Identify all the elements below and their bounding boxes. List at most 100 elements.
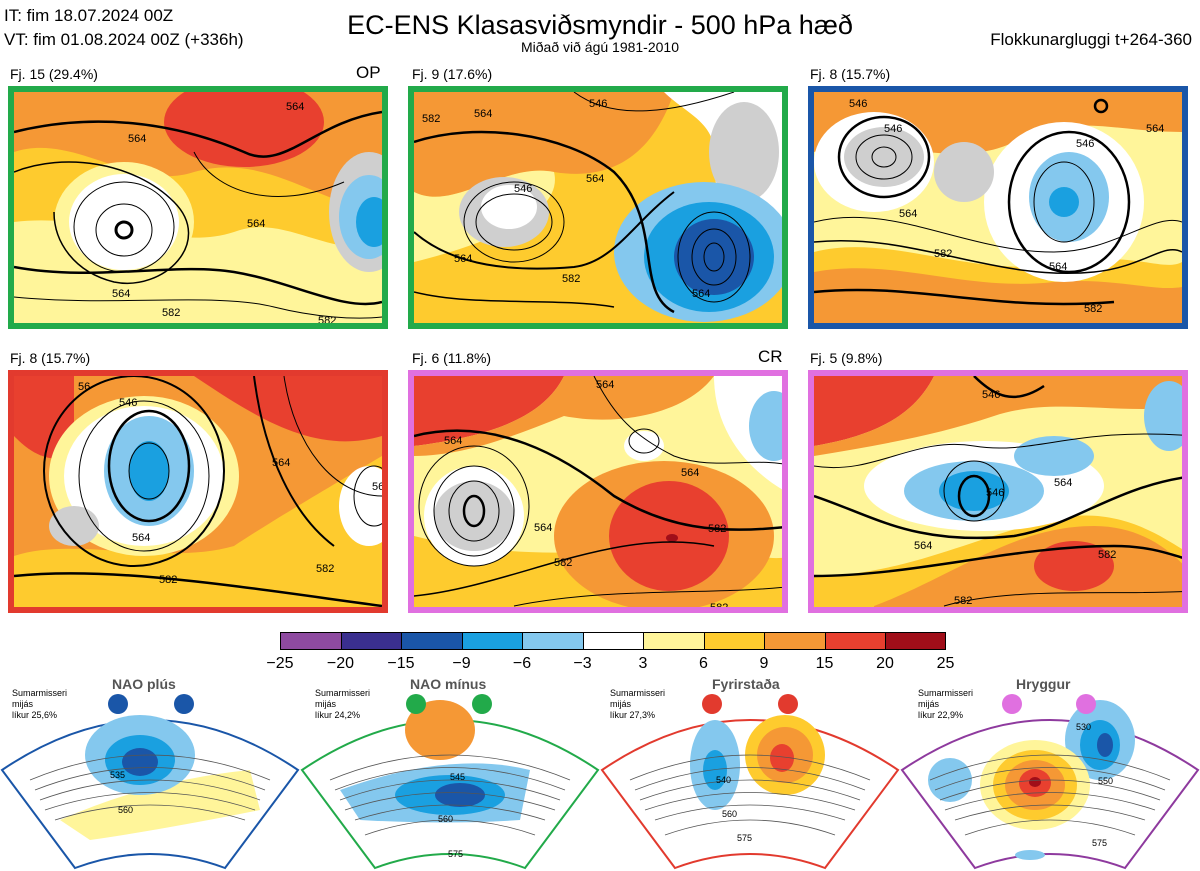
regime-prob: líkur 22,9% [918,710,964,720]
contour-label: 582 [422,113,440,125]
contour-label: 546 [1076,138,1094,150]
colorbar-swatch [703,632,764,650]
regime-season: Sumarmisseri [918,688,974,698]
contour-label: 582 [1084,303,1102,315]
contour-label: 564 [286,101,304,113]
colorbar-tick-label: 6 [699,655,708,672]
contour-label: 564 [112,288,130,300]
page-subtitle: Miðað við ágú 1981-2010 [520,39,679,55]
contour-label: 564 [692,288,710,300]
contour-label: 564 [1146,123,1164,135]
regime-dot [778,694,798,714]
regime-dot [702,694,722,714]
cluster-label: Fj. 8 (15.7%) [810,66,891,82]
colorbar-swatch [764,632,825,650]
colorbar-swatch [824,632,885,650]
contour-label: 546 [119,397,137,409]
cluster-label: Fj. 9 (17.6%) [412,66,493,82]
contour-label: 582 [159,574,177,586]
contour-label: 564 [474,108,492,120]
contour-label: 56 [78,381,90,393]
init-time: IT: fim 18.07.2024 00Z [4,6,174,25]
valid-time: VT: fim 01.08.2024 00Z (+336h) [4,30,244,49]
contour-label: 582 [1098,549,1116,561]
contour-label: 540 [716,775,731,785]
regime-season: Sumarmisseri [610,688,666,698]
contour-label: 550 [1098,776,1113,786]
colorbar-tick-label: 9 [759,655,769,672]
colorbar-swatch [461,632,522,650]
regime-title: Hryggur [1016,676,1071,692]
regime-dot [1076,694,1096,714]
colorbar-swatch [340,632,401,650]
contour-label: 546 [884,123,902,135]
colorbar-tick-label: 20 [876,655,894,672]
regime-nao-minus: 545 560 575 [300,670,600,870]
colorbar-swatch [280,632,341,650]
anomaly-colorbar [280,632,946,650]
cluster-map-4: 546 564 582 564 582 564 56 [8,370,388,613]
contour-label: 564 [1049,261,1067,273]
contour-label: 564 [899,208,917,220]
colorbar-swatch [582,632,643,650]
contour-label: 546 [982,389,1000,401]
colorbar-tick-label: −25 [266,655,294,672]
cluster-label: Fj. 5 (9.8%) [810,350,883,366]
cluster-map-1: 564 564 564 582 582 564 [8,86,388,329]
contour-label: 575 [1092,838,1107,848]
contour-label: 582 [316,563,334,575]
regime-title: Fyrirstaða [712,676,780,692]
regime-mid: mijás [315,699,337,709]
cluster-map-6: 546 564 564 582 582 546 [808,370,1188,613]
contour-label: 575 [448,849,463,859]
regime-mid: mijás [610,699,632,709]
contour-label: 560 [722,809,737,819]
contour-label: 535 [110,770,125,780]
contour-label: 546 [589,98,607,110]
colorbar-swatch [885,632,946,650]
contour-label: 582 [562,273,580,285]
cluster-label: Fj. 8 (15.7%) [10,350,91,366]
contour-label: 546 [986,487,1004,499]
contour-label: 564 [534,522,552,534]
contour-label: 582 [710,602,728,613]
control-tag: CR [758,347,783,366]
operational-tag: OP [356,63,381,82]
regime-ridge: 530 550 575 [900,670,1200,870]
contour-label: 582 [708,523,726,535]
colorbar-tick-label: −3 [573,655,592,672]
contour-label: 530 [1076,722,1091,732]
regime-blocking: 540 560 575 [600,670,900,870]
contour-label: 564 [272,457,290,469]
regime-dot [406,694,426,714]
regime-season: Sumarmisseri [315,688,371,698]
colorbar-tick-label: 3 [638,655,648,672]
contour-label: 564 [1054,477,1072,489]
contour-label: 564 [372,481,382,493]
page-title: EC-ENS Klasasviðsmyndir - 500 hPa hæð [347,10,853,40]
contour-label: 564 [914,540,932,552]
colorbar-swatch [643,632,704,650]
cluster-map-3: 546 546 564 582 564 582 564 546 [808,86,1188,329]
regime-mid: mijás [12,699,34,709]
colorbar-tick-label: 25 [936,655,955,672]
colorbar-tick-label: −15 [387,655,415,672]
contour-label: 564 [247,218,265,230]
contour-label: 564 [681,467,699,479]
cluster-label: Fj. 15 (29.4%) [10,66,98,82]
cluster-label: Fj. 6 (11.8%) [412,350,492,366]
regime-dot [1002,694,1022,714]
regime-prob: líkur 27,3% [610,710,656,720]
clustering-window: Flokkunargluggi t+264-360 [990,30,1192,49]
contour-label: 546 [514,183,532,195]
contour-label: 582 [554,557,572,569]
contour-label: 564 [132,532,150,544]
contour-label: 582 [162,307,180,319]
regime-title: NAO mínus [410,676,487,692]
contour-label: 582 [954,595,972,607]
colorbar-tick-label: −20 [326,655,355,672]
colorbar-tick-label: −6 [512,655,532,672]
contour-label: 560 [118,805,133,815]
contour-label: 582 [934,248,952,260]
contour-label: 564 [128,133,146,145]
